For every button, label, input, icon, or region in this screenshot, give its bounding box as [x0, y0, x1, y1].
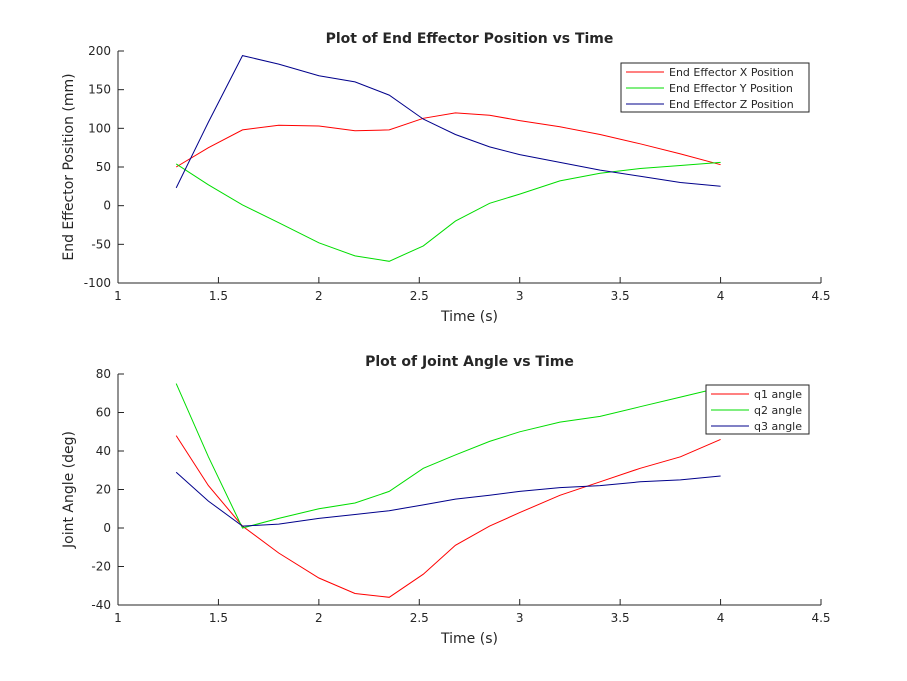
legend: q1 angle q2 angle q3 angle: [705, 384, 810, 435]
x-tick-label: 3.5: [611, 289, 630, 303]
series-line-2: [175, 161, 721, 262]
legend: End Effector X Position End Effector Y Po…: [620, 62, 810, 113]
x-axis-label: Time (s): [440, 309, 498, 325]
x-tick-label: 2: [315, 289, 323, 303]
x-tick-label: 4: [717, 289, 725, 303]
legend-entry: End Effector Y Position: [669, 82, 793, 95]
y-tick-label: 40: [96, 444, 111, 458]
plot-area: [118, 374, 821, 605]
x-axis-label: Time (s): [440, 631, 498, 647]
x-tick-label: 1: [114, 289, 122, 303]
legend-entry: End Effector Z Position: [669, 98, 794, 111]
x-tick-label: 2: [315, 611, 323, 625]
legend-entry: End Effector X Position: [669, 66, 794, 79]
y-tick-label: 50: [96, 160, 111, 174]
x-tick-label: 1: [114, 611, 122, 625]
y-tick-label: 100: [88, 121, 111, 135]
y-tick-label: 80: [96, 367, 111, 381]
chart-title: Plot of End Effector Position vs Time: [326, 31, 614, 47]
x-tick-label: 3.5: [611, 611, 630, 625]
x-tick-label: 1.5: [209, 611, 228, 625]
y-tick-label: -40: [91, 598, 111, 612]
series-line-1: [175, 112, 721, 168]
legend-entry: q1 angle: [754, 388, 802, 401]
y-tick-label: -50: [91, 237, 111, 251]
y-tick-label: -20: [91, 560, 111, 574]
y-tick-label: -100: [84, 276, 111, 290]
legend-entry: q3 angle: [754, 420, 802, 433]
series-line-2: [175, 383, 721, 529]
x-tick-label: 1.5: [209, 289, 228, 303]
chart-title: Plot of Joint Angle vs Time: [365, 354, 574, 370]
series-line-1: [175, 435, 721, 598]
y-tick-label: 20: [96, 483, 111, 497]
y-axis-label: End Effector Position (mm): [61, 73, 77, 260]
y-tick-label: 150: [88, 83, 111, 97]
x-tick-label: 2.5: [410, 289, 429, 303]
y-tick-label: 60: [96, 406, 111, 420]
y-tick-label: 0: [103, 521, 111, 535]
y-tick-label: 0: [103, 199, 111, 213]
y-tick-label: 200: [88, 44, 111, 58]
x-tick-label: 2.5: [410, 611, 429, 625]
x-tick-label: 3: [516, 611, 524, 625]
legend-entry: q2 angle: [754, 404, 802, 417]
series-line-3: [175, 55, 721, 189]
x-tick-label: 4.5: [811, 289, 830, 303]
chart-2: 1 1.5 2 2.5 3 3.5 4 4.5 -40 -20 0 20 40 60 80 Plot of J…: [61, 354, 831, 647]
x-tick-label: 4.5: [811, 611, 830, 625]
chart-1: 1 1.5 2 2.5 3 3.5 4 4.5 -100 -50 0 50 100 150 200 Plot …: [61, 31, 831, 325]
y-axis-label: Joint Angle (deg): [61, 431, 77, 549]
series-line-3: [175, 471, 721, 527]
x-tick-label: 3: [516, 289, 524, 303]
x-tick-label: 4: [717, 611, 725, 625]
